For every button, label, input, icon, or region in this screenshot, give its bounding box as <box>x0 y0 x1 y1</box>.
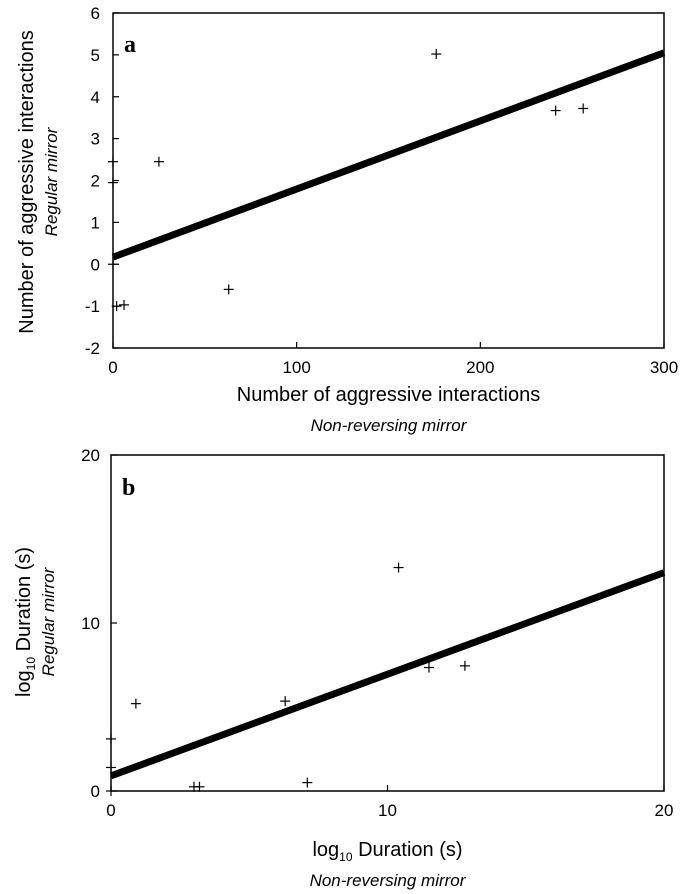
x-tick-label: 10 <box>378 801 397 820</box>
x-axis-title: Number of aggressive interactions <box>237 384 540 406</box>
data-point <box>578 103 589 114</box>
data-point <box>119 299 130 310</box>
y-tick-label: 2 <box>91 172 100 191</box>
data-point <box>106 786 116 796</box>
data-point <box>459 660 470 671</box>
data-point <box>423 662 434 673</box>
y-tick-label: 3 <box>91 130 100 149</box>
data-point <box>108 177 118 188</box>
x-tick-label: 300 <box>650 358 678 377</box>
y-tick-label: 20 <box>81 446 100 465</box>
x-tick-label: 0 <box>106 801 115 820</box>
panel-a: 0 100 200 300 -2 -1 0 1 2 3 4 5 6 a Number of aggressi… <box>16 4 678 435</box>
y-tick-label: 0 <box>91 782 100 801</box>
data-point <box>108 156 118 167</box>
data-point <box>106 733 116 744</box>
x-axis-subtitle: Non-reversing mirror <box>310 871 467 890</box>
data-point <box>153 156 164 167</box>
y-tick-label: 5 <box>91 46 100 65</box>
y-tick-label: 6 <box>91 4 100 23</box>
data-point <box>223 284 234 295</box>
data-point <box>111 301 122 312</box>
panel-b: 0 10 20 0 10 20 b log10 Duration (s) Non-reversi… <box>13 446 673 890</box>
y-tick-label: -2 <box>85 339 100 358</box>
y-tick-label: 1 <box>91 213 100 232</box>
regression-line <box>109 569 666 780</box>
data-point <box>280 696 291 707</box>
x-tick-label: 100 <box>282 358 310 377</box>
data-point <box>302 777 313 788</box>
y-tick-label: 0 <box>91 255 100 274</box>
data-point <box>431 49 442 60</box>
data-point <box>550 105 561 116</box>
x-axis-title: log10 Duration (s) <box>312 839 462 864</box>
x-tick-label: 20 <box>655 801 674 820</box>
data-point <box>106 762 116 773</box>
y-axis-title: Number of aggressive interactions <box>16 30 38 333</box>
y-axis-subtitle: Regular mirror <box>39 566 58 676</box>
panel-label: b <box>122 475 135 501</box>
data-point <box>393 562 404 573</box>
data-point <box>108 259 118 270</box>
plot-frame <box>112 12 665 349</box>
plot-frame <box>110 454 665 792</box>
x-tick-label: 0 <box>108 358 117 377</box>
y-tick-label: -1 <box>85 297 100 316</box>
data-point <box>130 698 141 709</box>
x-tick-label: 200 <box>466 358 494 377</box>
y-tick-label: 4 <box>91 88 100 107</box>
regression-line <box>111 49 666 261</box>
y-axis-subtitle: Regular mirror <box>42 126 61 236</box>
y-axis-title: log10 Duration (s) <box>13 547 38 697</box>
data-point <box>194 781 205 792</box>
panel-label: a <box>124 32 136 58</box>
y-tick-label: 10 <box>81 614 100 633</box>
x-axis-subtitle: Non-reversing mirror <box>311 416 468 435</box>
